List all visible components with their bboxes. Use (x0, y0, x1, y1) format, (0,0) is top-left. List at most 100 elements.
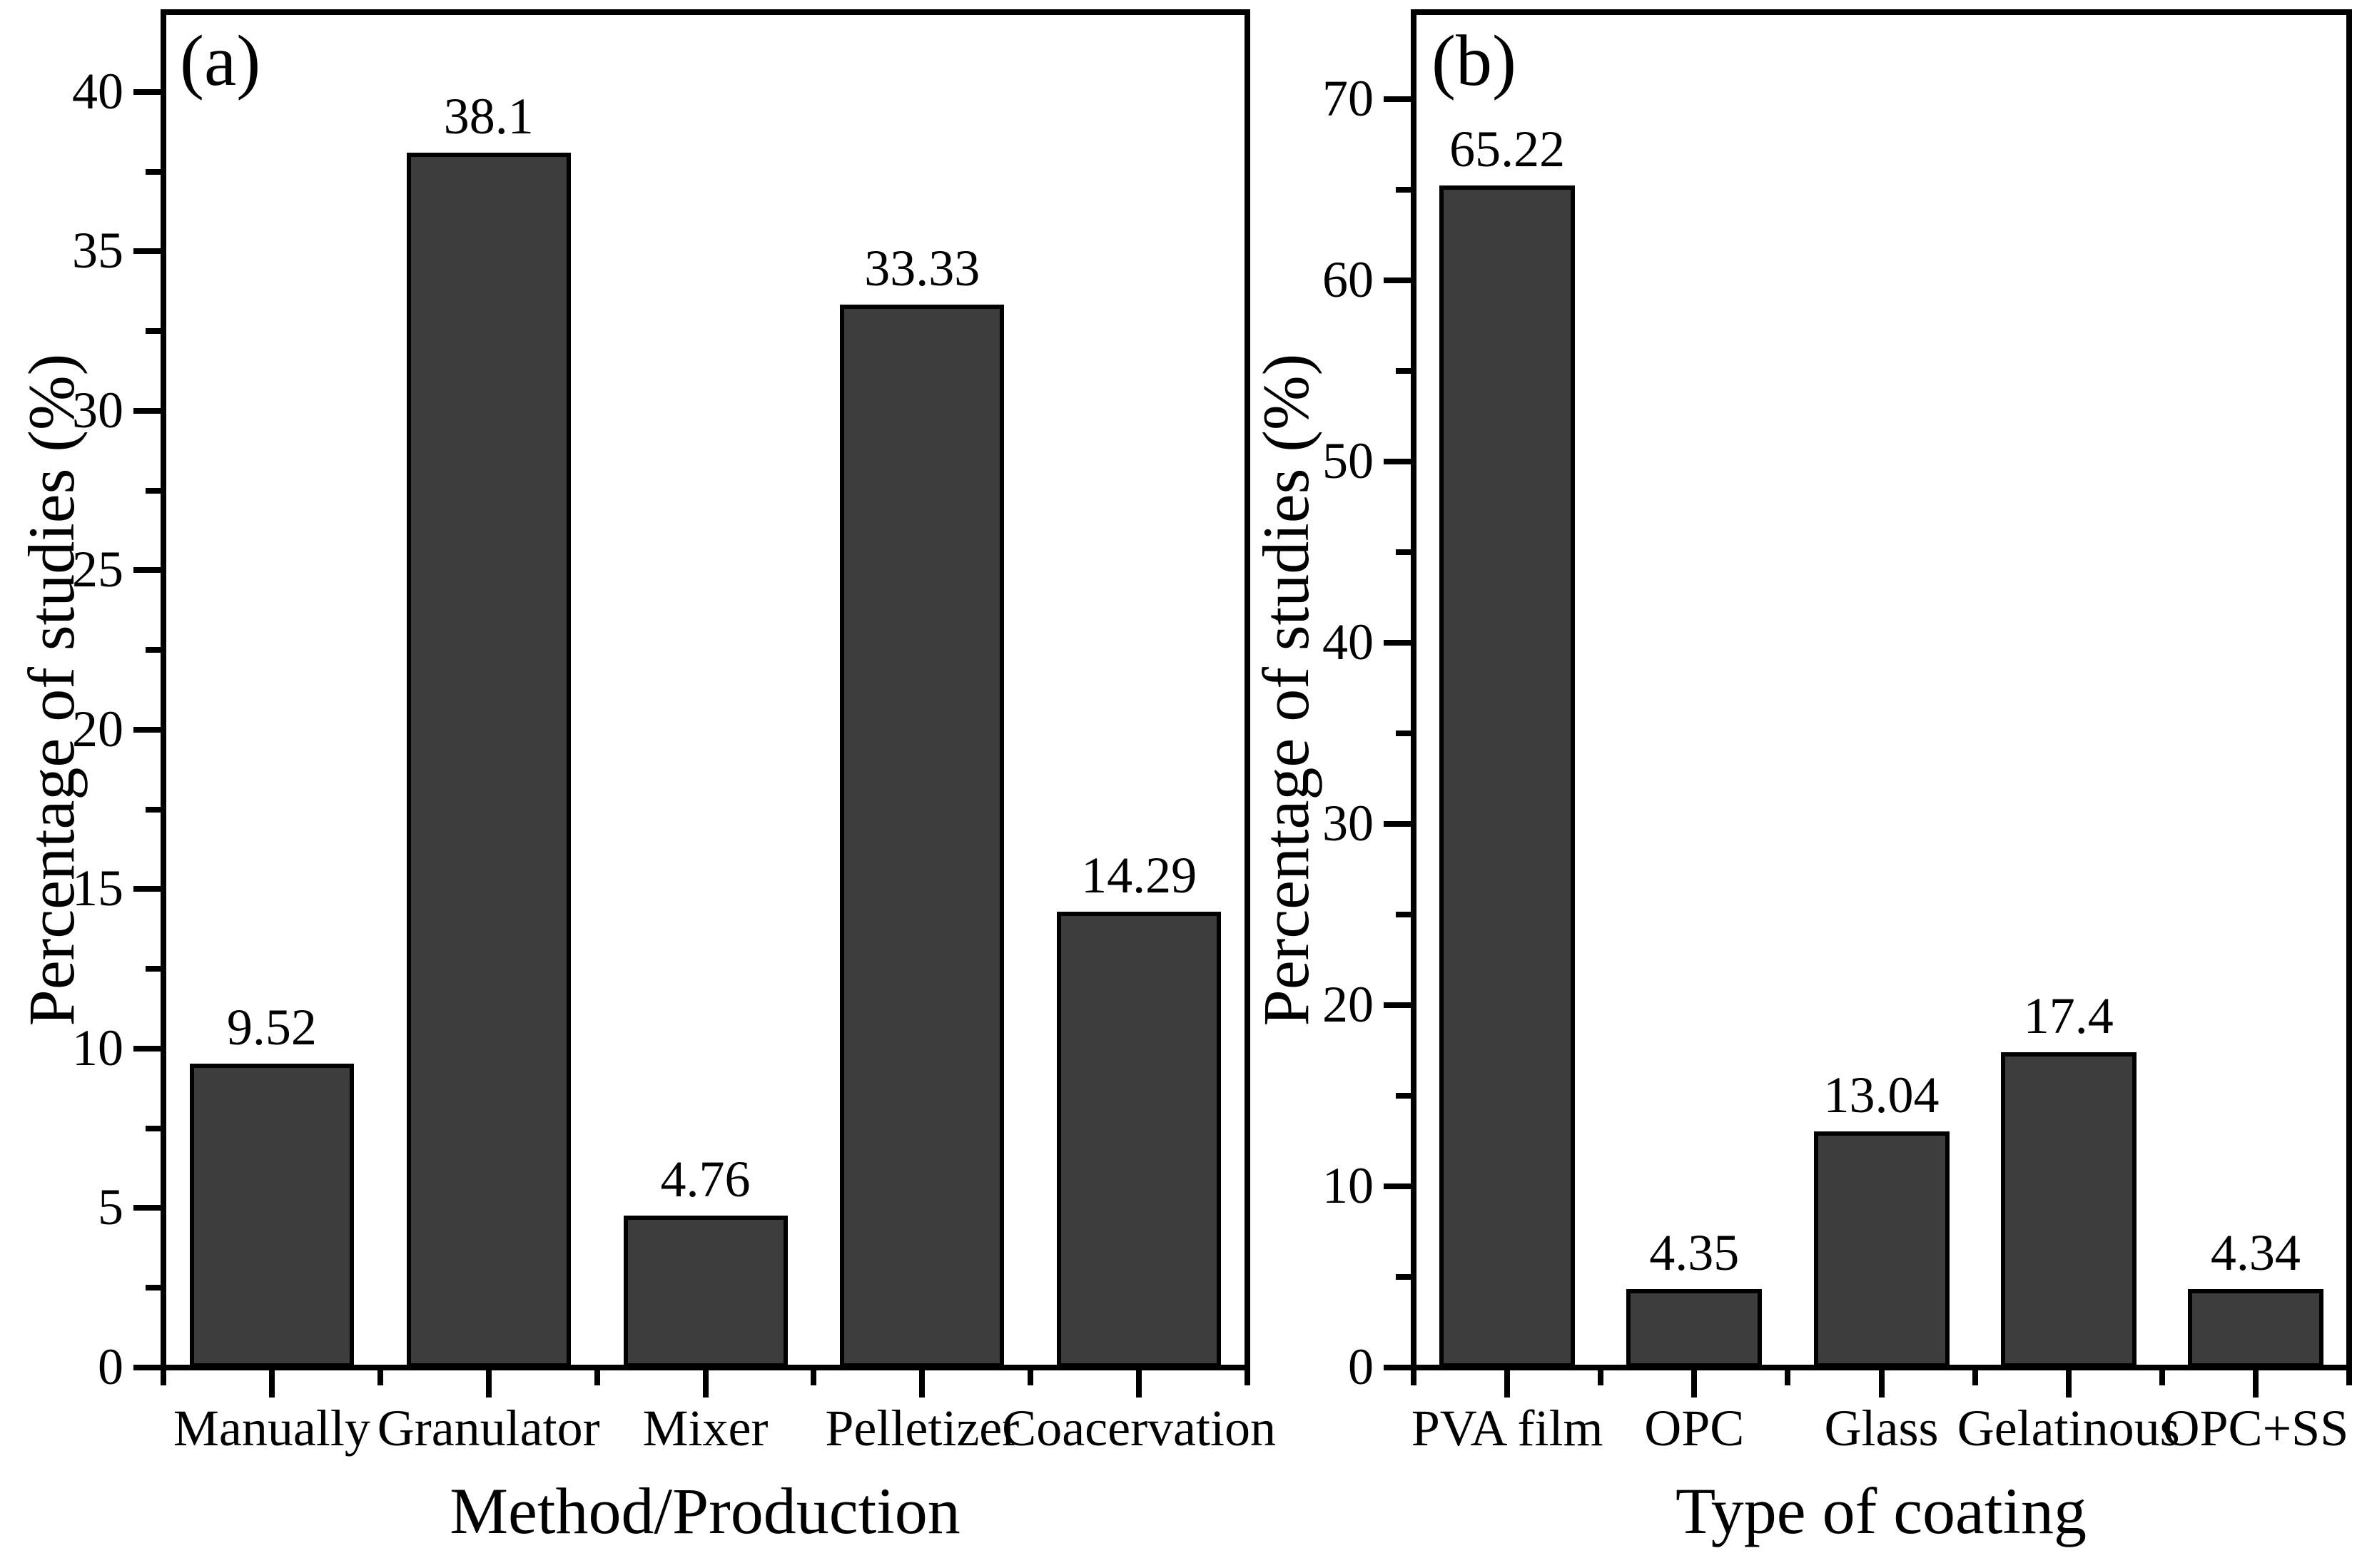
category-label-b: OPC (1644, 1400, 1745, 1457)
x-axis-minor-tick-b (1785, 1368, 1791, 1385)
x-axis-major-tick-b (1878, 1368, 1885, 1398)
bar-a-2 (406, 152, 571, 1368)
y-axis-tick-label-b: 30 (1322, 794, 1374, 852)
y-axis-tick-label-b: 10 (1322, 1156, 1374, 1214)
y-axis-major-tick-b (1384, 639, 1414, 646)
x-axis-major-tick-b (1504, 1368, 1511, 1398)
y-axis-minor-tick-b (1396, 1092, 1414, 1099)
panel-b-x-axis-title: Type of coating (1675, 1475, 2087, 1547)
bar-value-label-a: 38.1 (443, 87, 534, 145)
category-label-b: PVA film (1411, 1400, 1603, 1457)
bar-b-3 (1813, 1131, 1950, 1368)
x-axis-major-tick-a (702, 1368, 709, 1398)
category-label-a: Pelletizer (825, 1400, 1020, 1457)
y-axis-tick-label-a: 15 (72, 860, 123, 917)
y-axis-minor-tick-a (146, 966, 163, 972)
x-axis-major-tick-b (2252, 1368, 2259, 1398)
panel-b-letter: (b) (1431, 21, 1516, 101)
x-axis-minor-tick-a (811, 1368, 817, 1385)
y-axis-major-tick-a (133, 248, 163, 255)
y-axis-minor-tick-b (1396, 367, 1414, 374)
y-axis-major-tick-a (133, 1045, 163, 1052)
x-axis-major-tick-b (2065, 1368, 2072, 1398)
x-axis-major-tick-a (1136, 1368, 1142, 1398)
x-axis-major-tick-a (919, 1368, 926, 1398)
y-axis-tick-label-b: 70 (1322, 69, 1374, 127)
x-axis-minor-tick-a (1245, 1368, 1250, 1385)
y-axis-major-tick-b (1384, 1365, 1414, 1370)
bar-b-4 (2000, 1052, 2137, 1368)
x-axis-major-tick-b (1691, 1368, 1698, 1398)
y-axis-major-tick-b (1384, 1002, 1414, 1008)
y-axis-minor-tick-a (146, 647, 163, 653)
category-label-b: Glass (1824, 1400, 1939, 1457)
bar-value-label-a: 33.33 (864, 239, 980, 297)
x-axis-major-tick-a (268, 1368, 275, 1398)
bar-value-label-b: 4.35 (1649, 1223, 1740, 1281)
y-axis-tick-label-a: 25 (72, 541, 123, 599)
category-label-a: Mixer (642, 1400, 769, 1457)
y-axis-major-tick-a (133, 1205, 163, 1211)
category-label-b: OPC+SS (2162, 1400, 2349, 1457)
y-axis-minor-tick-a (146, 168, 163, 175)
bar-value-label-b: 4.34 (2210, 1223, 2301, 1281)
y-axis-tick-label-a: 30 (72, 381, 123, 439)
y-axis-major-tick-b (1384, 458, 1414, 464)
y-axis-tick-label-a: 20 (72, 700, 123, 758)
y-axis-tick-label-b: 0 (1348, 1338, 1374, 1395)
bar-b-1 (1439, 185, 1576, 1368)
y-axis-minor-tick-b (1396, 730, 1414, 736)
bar-value-label-b: 65.22 (1449, 121, 1566, 178)
bar-a-3 (623, 1216, 788, 1368)
panel-a-y-axis-title: Percentage of studies (%) (15, 353, 88, 1027)
bar-a-1 (189, 1064, 354, 1368)
y-axis-minor-tick-b (1396, 549, 1414, 555)
bar-value-label-b: 13.04 (1823, 1066, 1940, 1124)
y-axis-major-tick-a (133, 407, 163, 414)
bar-value-label-b: 17.4 (2023, 987, 2114, 1045)
panel-a-letter: (a) (180, 21, 261, 101)
y-axis-major-tick-a (133, 726, 163, 733)
y-axis-minor-tick-b (1396, 186, 1414, 193)
y-axis-tick-label-b: 20 (1322, 975, 1374, 1033)
y-axis-minor-tick-a (146, 806, 163, 813)
y-axis-tick-label-b: 40 (1322, 613, 1374, 671)
category-label-a: Coacervation (1002, 1400, 1277, 1457)
x-axis-minor-tick-b (1972, 1368, 1978, 1385)
bar-value-label-a: 9.52 (226, 999, 317, 1057)
y-axis-minor-tick-a (146, 487, 163, 494)
x-axis-major-tick-a (485, 1368, 492, 1398)
category-label-a: Granulator (377, 1400, 600, 1457)
x-axis-minor-tick-a (594, 1368, 600, 1385)
bar-a-5 (1057, 912, 1222, 1368)
y-axis-minor-tick-a (146, 1285, 163, 1291)
y-axis-minor-tick-b (1396, 911, 1414, 917)
x-axis-minor-tick-b (2159, 1368, 2165, 1385)
x-axis-minor-tick-b (1598, 1368, 1604, 1385)
category-label-a: Manually (173, 1400, 370, 1457)
y-axis-major-tick-b (1384, 277, 1414, 283)
category-label-b: Gelatinous (1957, 1400, 2180, 1457)
bar-a-4 (840, 304, 1005, 1368)
y-axis-major-tick-b (1384, 820, 1414, 827)
y-axis-tick-label-a: 10 (72, 1019, 123, 1076)
panel-a-x-axis-title: Method/Production (450, 1475, 960, 1547)
y-axis-major-tick-a (133, 886, 163, 892)
y-axis-minor-tick-a (146, 328, 163, 335)
y-axis-minor-tick-a (146, 1125, 163, 1131)
bar-b-2 (1626, 1288, 1763, 1368)
y-axis-tick-label-a: 40 (72, 62, 123, 120)
y-axis-major-tick-a (133, 567, 163, 574)
y-axis-major-tick-a (133, 88, 163, 95)
x-axis-minor-tick-b (2346, 1368, 2352, 1385)
bar-b-5 (2187, 1288, 2323, 1368)
y-axis-tick-label-a: 5 (98, 1178, 123, 1236)
y-axis-major-tick-a (133, 1365, 163, 1370)
x-axis-minor-tick-a (161, 1368, 166, 1385)
bar-value-label-a: 14.29 (1081, 847, 1197, 905)
x-axis-minor-tick-b (1411, 1368, 1416, 1385)
y-axis-major-tick-b (1384, 1183, 1414, 1189)
x-axis-minor-tick-a (1028, 1368, 1034, 1385)
y-axis-tick-label-a: 35 (72, 222, 123, 280)
y-axis-tick-label-b: 50 (1322, 432, 1374, 489)
